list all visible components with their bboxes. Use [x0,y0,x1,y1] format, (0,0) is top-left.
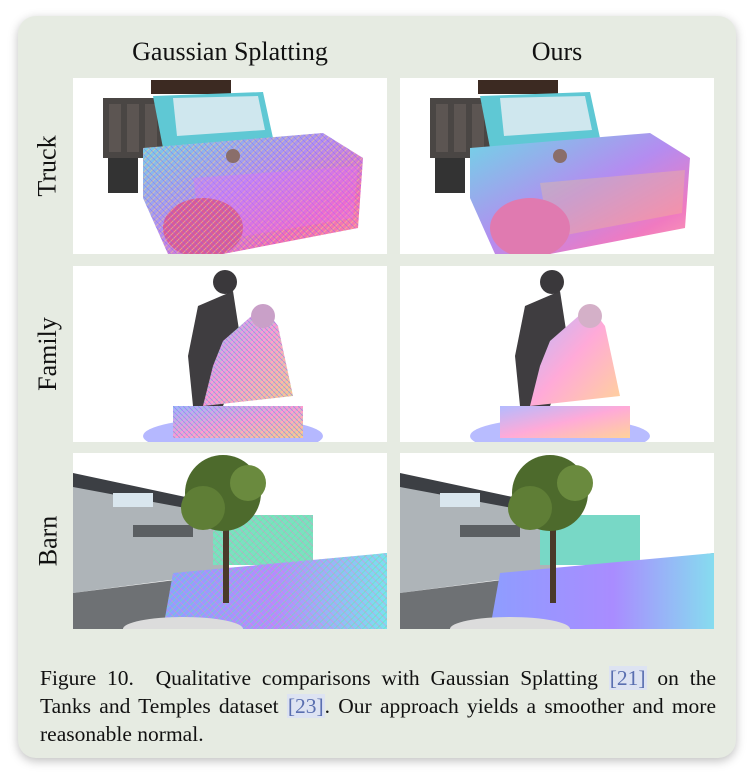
caption-text-3: . Our approach yields a smoother and mor… [40,694,717,746]
truck-gaussian-splatting-image [73,78,387,254]
family-gaussian-splatting-image [73,266,387,442]
column-header-ours: Ours [531,37,583,66]
citation-link-21[interactable]: [21] [608,666,647,690]
figure-card: Gaussian Splatting Ours Truck Family Bar… [18,16,736,758]
row-label-family: Family [33,317,63,391]
figure-caption: Figure 10. Qualitative comparisons with … [40,664,716,748]
truck-ours-image [400,78,714,254]
row-label-barn: Barn [33,515,63,567]
caption-text-1: Qualitative comparisons with Gaussian Sp… [155,666,598,690]
column-header-gaussian-splatting: Gaussian Splatting [132,37,328,66]
caption-label: Figure 10. [40,666,134,690]
barn-ours-image [400,453,714,629]
family-ours-image [400,266,714,442]
row-label-truck: Truck [33,135,63,197]
caption-text-2: on the Tanks and Temples dataset [40,666,717,718]
barn-gaussian-splatting-image [73,453,387,629]
citation-link-23[interactable]: [23] [286,694,325,718]
